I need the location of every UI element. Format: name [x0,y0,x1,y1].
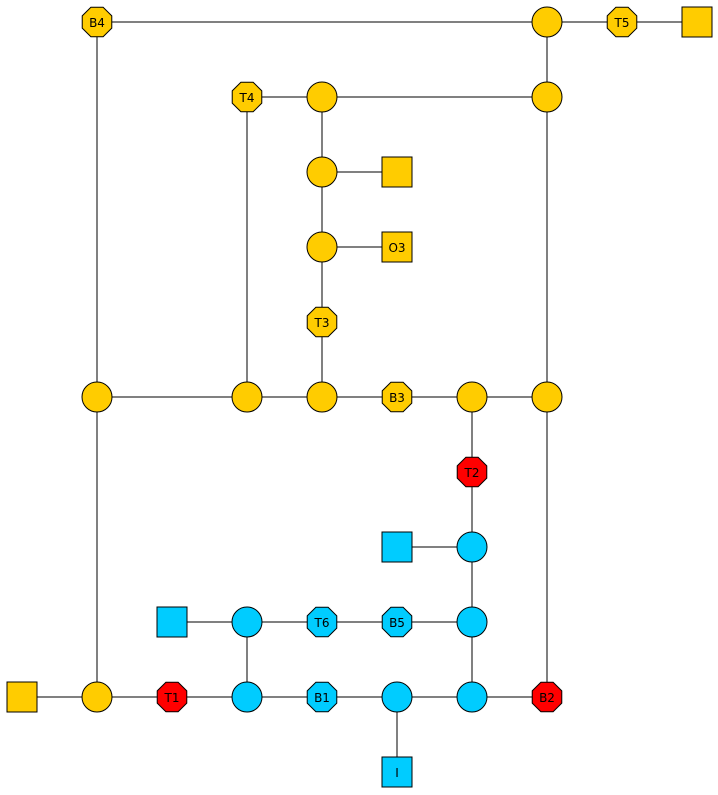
circle-node-shape [306,381,338,413]
node-t4: T4 [231,81,263,113]
node-n-right-mid [531,381,563,413]
circle-node-shape [456,606,488,638]
octagon-node-shape [381,606,413,638]
octagon-node-shape [531,681,563,713]
node-b1: B1 [306,681,338,713]
node-label: B3 [389,391,405,405]
node-n-mid-1 [306,156,338,188]
octagon-node-shape [231,81,263,113]
node-sq-mid-1 [381,156,413,188]
node-t6: T6 [306,606,338,638]
square-node-shape [381,756,413,788]
node-b2: B2 [531,681,563,713]
square-node-shape [156,606,188,638]
square-node-shape [381,231,413,263]
circle-node-shape [381,681,413,713]
circle-node-shape [81,681,113,713]
octagon-node-shape [456,456,488,488]
node-sq-bottom-left [6,681,38,713]
node-label: T4 [239,91,255,105]
node-label: O3 [388,241,405,255]
circle-node-shape [531,381,563,413]
node-n-b3-right [456,381,488,413]
node-n-t4-bottom [231,381,263,413]
node-t5: T5 [606,6,638,38]
octagon-node-shape [306,606,338,638]
node-n-cyan-5 [381,681,413,713]
octagon-node-shape [156,681,188,713]
node-n-right-upper [531,81,563,113]
circle-node-shape [456,381,488,413]
octagon-node-shape [81,6,113,38]
circle-node-shape [531,81,563,113]
circle-node-shape [231,606,263,638]
node-o3: O3 [381,231,413,263]
node-n-left-mid [81,381,113,413]
circle-node-shape [306,156,338,188]
octagon-node-shape [381,381,413,413]
octagon-node-shape [306,681,338,713]
node-b3: B3 [381,381,413,413]
node-label: B4 [89,16,105,30]
square-node-shape [681,6,713,38]
diagram-nodes: B4 T5 T4 O3 T3 B3 T2 T6 B5 T1 B1 B2 I [6,6,713,788]
octagon-node-shape [606,6,638,38]
circle-node-shape [231,681,263,713]
square-node-shape [6,681,38,713]
circle-node-shape [231,381,263,413]
circle-node-shape [456,681,488,713]
node-b5: B5 [381,606,413,638]
diagram-edges [22,21,697,772]
node-n-cyan-1 [456,531,488,563]
node-t1: T1 [156,681,188,713]
circle-node-shape [306,81,338,113]
node-n-t3-bottom [306,381,338,413]
node-label: T2 [464,466,480,480]
node-sq-cyan-2 [156,606,188,638]
node-label: T6 [314,616,330,630]
circle-node-shape [531,6,563,38]
circle-node-shape [456,531,488,563]
node-label: B1 [314,691,330,705]
node-n-mid-2 [306,231,338,263]
node-label: T1 [164,691,180,705]
node-n-bottom-left [81,681,113,713]
node-n-cyan-4 [231,681,263,713]
node-label: I [395,766,399,780]
node-n-cyan-3 [456,606,488,638]
square-node-shape [381,156,413,188]
circle-node-shape [306,231,338,263]
node-label: B2 [539,691,555,705]
node-label: T5 [614,16,630,30]
node-sq-top-right [681,6,713,38]
octagon-node-shape [306,306,338,338]
node-n-t4-right [306,81,338,113]
node-n-cyan-6 [456,681,488,713]
square-node-shape [381,531,413,563]
node-t2: T2 [456,456,488,488]
node-sq-cyan-1 [381,531,413,563]
node-t3: T3 [306,306,338,338]
node-n-top-right [531,6,563,38]
node-n-cyan-2 [231,606,263,638]
node-b4: B4 [81,6,113,38]
node-label: B5 [389,616,405,630]
circle-node-shape [81,381,113,413]
node-label: T3 [314,316,330,330]
node-i: I [381,756,413,788]
